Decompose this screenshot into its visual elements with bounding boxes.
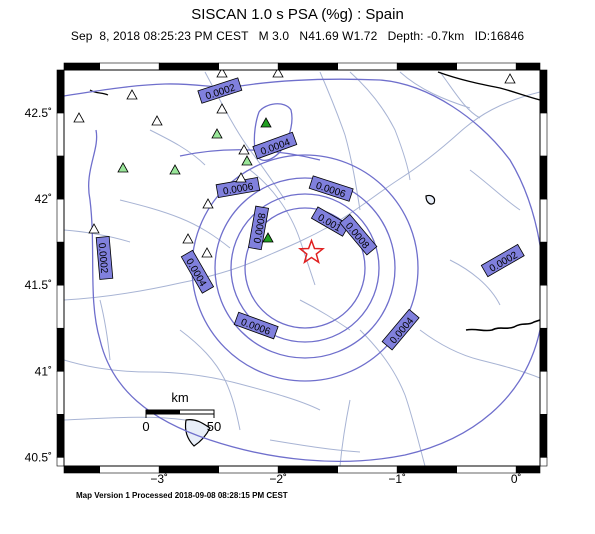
station-triangle-icon — [216, 103, 228, 114]
scale-start: 0 — [142, 419, 149, 434]
frame-band — [56, 241, 65, 286]
frame-band — [56, 69, 65, 114]
frame-band — [158, 62, 219, 71]
frame-band — [539, 198, 548, 243]
map-frame — [56, 62, 548, 474]
station-triangle-icon — [238, 144, 250, 155]
frame-band — [56, 414, 65, 458]
station-triangle-icon — [235, 172, 247, 183]
station-triangle-icon — [117, 162, 129, 173]
station-triangle-icon — [260, 117, 272, 128]
frame-band — [277, 62, 339, 71]
station-triangle-icon — [202, 198, 214, 209]
epicenter-star-icon — [298, 238, 325, 264]
frame-band — [63, 465, 101, 474]
station-triangle-icon — [211, 128, 223, 139]
frame-band — [56, 155, 65, 200]
frame-band — [158, 465, 219, 474]
frame-band — [277, 465, 339, 474]
frame-band — [456, 62, 517, 71]
frame-band — [396, 62, 458, 71]
frame-band — [218, 62, 279, 71]
lake-shape — [425, 194, 436, 205]
frame-band — [456, 465, 517, 474]
frame-band — [56, 457, 65, 467]
contour-label: 0.0008 — [247, 205, 270, 251]
frame-band — [539, 414, 548, 458]
contour-label: 0.0002 — [96, 236, 114, 280]
contour-0.001 — [244, 207, 366, 329]
map-area — [64, 70, 540, 466]
processing-note: Map Version 1 Processed 2018-09-08 08:28… — [76, 491, 288, 500]
y-tick-label: 42.5˚ — [25, 106, 52, 120]
svg-text:0.0006: 0.0006 — [222, 181, 254, 197]
station-triangle-icon — [126, 89, 138, 100]
y-tick-label: 41.5˚ — [25, 278, 52, 292]
frame-band — [539, 69, 548, 114]
coastline — [465, 319, 540, 332]
frame-band — [539, 327, 548, 372]
x-tick-label: 0˚ — [511, 472, 522, 486]
contour-label: 0.0006 — [215, 176, 261, 199]
station-triangle-icon — [151, 115, 163, 126]
svg-text:0.0008: 0.0008 — [252, 212, 268, 244]
contour-0.0008 — [230, 193, 380, 343]
frame-band — [515, 62, 541, 71]
stations — [73, 70, 516, 258]
station-triangle-icon — [182, 233, 194, 244]
scale-unit: km — [171, 390, 188, 405]
station-triangle-icon — [169, 164, 181, 175]
frame-band — [539, 241, 548, 286]
frame-band — [63, 62, 101, 71]
frame-band — [56, 371, 65, 415]
map-border — [63, 69, 541, 467]
frame-band — [539, 457, 548, 467]
station-triangle-icon — [272, 70, 284, 78]
x-tick-label: −3˚ — [150, 472, 168, 486]
x-tick-label: −1˚ — [388, 472, 406, 486]
frame-band — [539, 112, 548, 157]
frame-band — [396, 465, 458, 474]
border-line — [89, 89, 109, 96]
frame-band — [539, 155, 548, 200]
scale-end: 50 — [207, 419, 221, 434]
scale-bar: km 0 50 — [142, 390, 221, 434]
y-tick-label: 41˚ — [35, 364, 52, 378]
event-info: Sep 8, 2018 08:25:23 PM CEST M 3.0 N41.6… — [70, 29, 525, 43]
frame-band — [56, 112, 65, 157]
frame-band — [539, 371, 548, 415]
y-tick-label: 40.5˚ — [25, 450, 52, 464]
frame-band — [99, 62, 160, 71]
station-triangle-icon — [216, 70, 228, 78]
border-line — [437, 71, 540, 101]
contour-0.0006 — [214, 177, 396, 359]
station-triangle-icon — [241, 155, 253, 166]
y-tick-label: 42˚ — [35, 192, 52, 206]
x-tick-label: −2˚ — [269, 472, 287, 486]
frame-band — [56, 198, 65, 243]
y-axis: 42.5˚ 42˚ 41.5˚ 41˚ 40.5˚ — [25, 106, 52, 464]
frame-band — [539, 284, 548, 329]
x-axis: −3˚ −2˚ −1˚ 0˚ — [150, 472, 521, 486]
station-triangle-icon — [73, 112, 85, 123]
frame-band — [56, 327, 65, 372]
station-triangle-icon — [504, 73, 516, 84]
frame-band — [337, 62, 398, 71]
station-triangle-icon — [201, 247, 213, 258]
map-title: SISCAN 1.0 s PSA (%g) : Spain — [191, 6, 404, 23]
station-triangle-icon — [88, 223, 100, 234]
svg-text:0.0002: 0.0002 — [96, 242, 110, 274]
station-triangle-icon — [262, 232, 274, 243]
reservoir-shape — [184, 419, 211, 447]
frame-band — [56, 284, 65, 329]
